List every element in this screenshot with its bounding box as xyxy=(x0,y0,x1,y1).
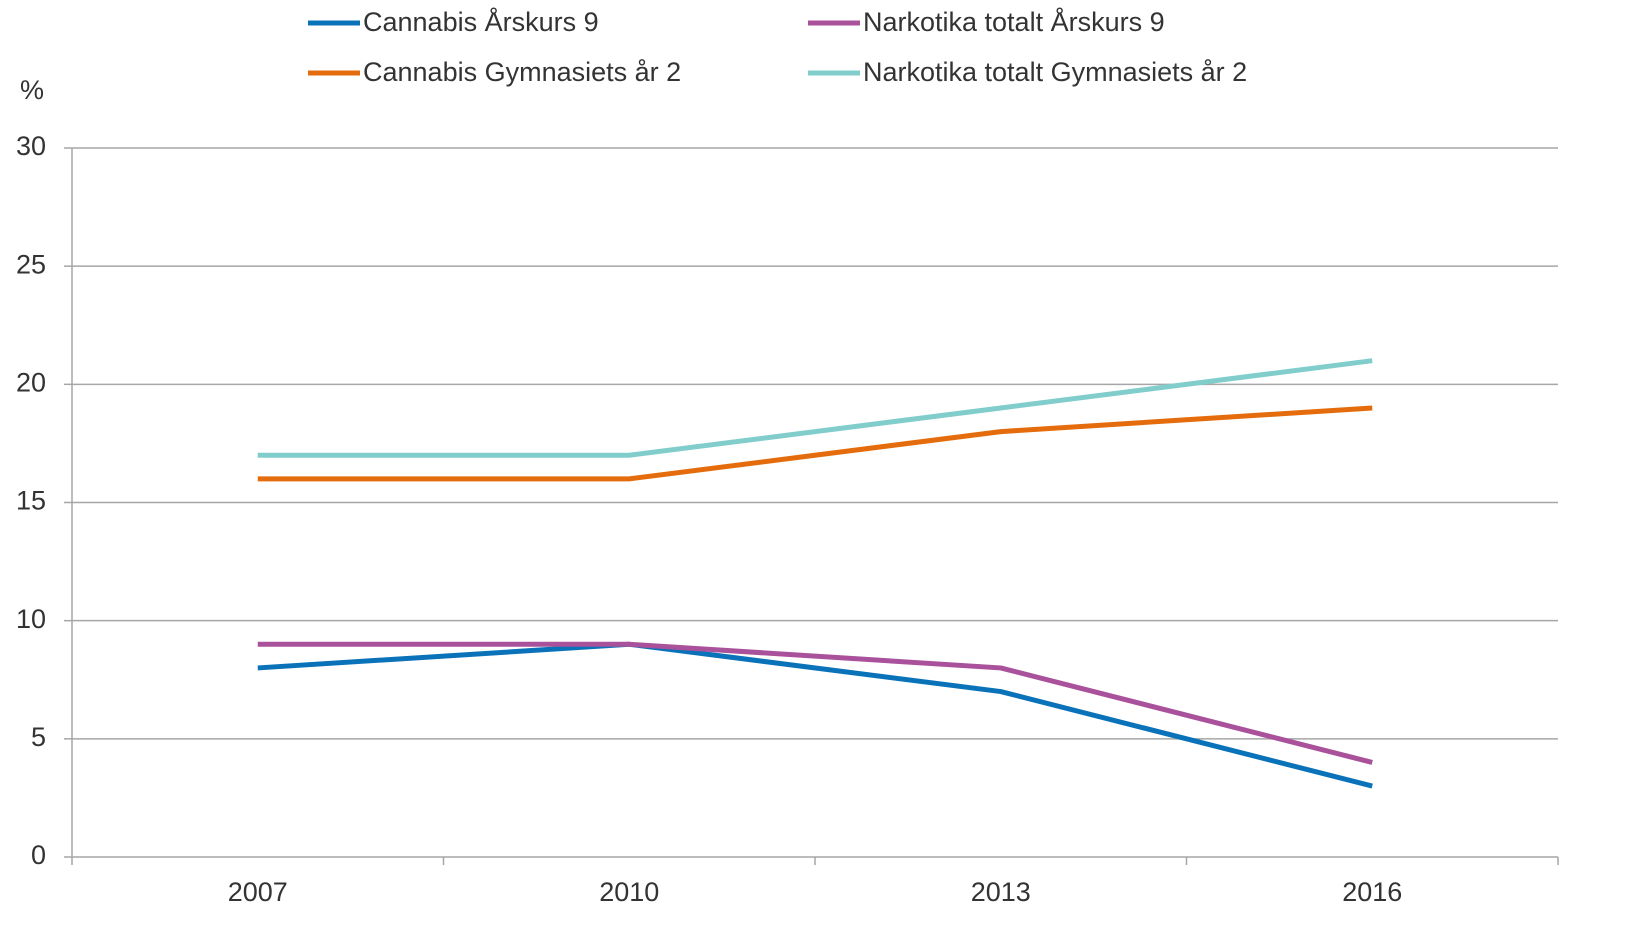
y-tick-label: 10 xyxy=(16,604,46,634)
x-tick-label: 2016 xyxy=(1342,877,1402,907)
y-tick-label: 0 xyxy=(31,840,46,870)
legend-label: Cannabis Årskurs 9 xyxy=(363,6,599,37)
y-tick-label: 25 xyxy=(16,249,46,279)
series-line xyxy=(257,358,1373,458)
legend-label: Narkotika totalt Årskurs 9 xyxy=(863,6,1165,37)
y-tick-label: 30 xyxy=(16,131,46,161)
legend-label: Cannabis Gymnasiets år 2 xyxy=(363,57,681,87)
legend-label: Narkotika totalt Gymnasiets år 2 xyxy=(863,57,1247,87)
series-line xyxy=(257,641,1373,789)
series-line xyxy=(257,641,1373,765)
y-tick-label: 20 xyxy=(16,367,46,397)
x-tick-label: 2013 xyxy=(971,877,1031,907)
y-tick-label: 15 xyxy=(16,486,46,516)
series-line xyxy=(257,405,1373,482)
y-axis-label: % xyxy=(20,75,44,105)
x-tick-label: 2010 xyxy=(599,877,659,907)
x-tick-label: 2007 xyxy=(228,877,288,907)
y-tick-label: 5 xyxy=(31,722,46,752)
